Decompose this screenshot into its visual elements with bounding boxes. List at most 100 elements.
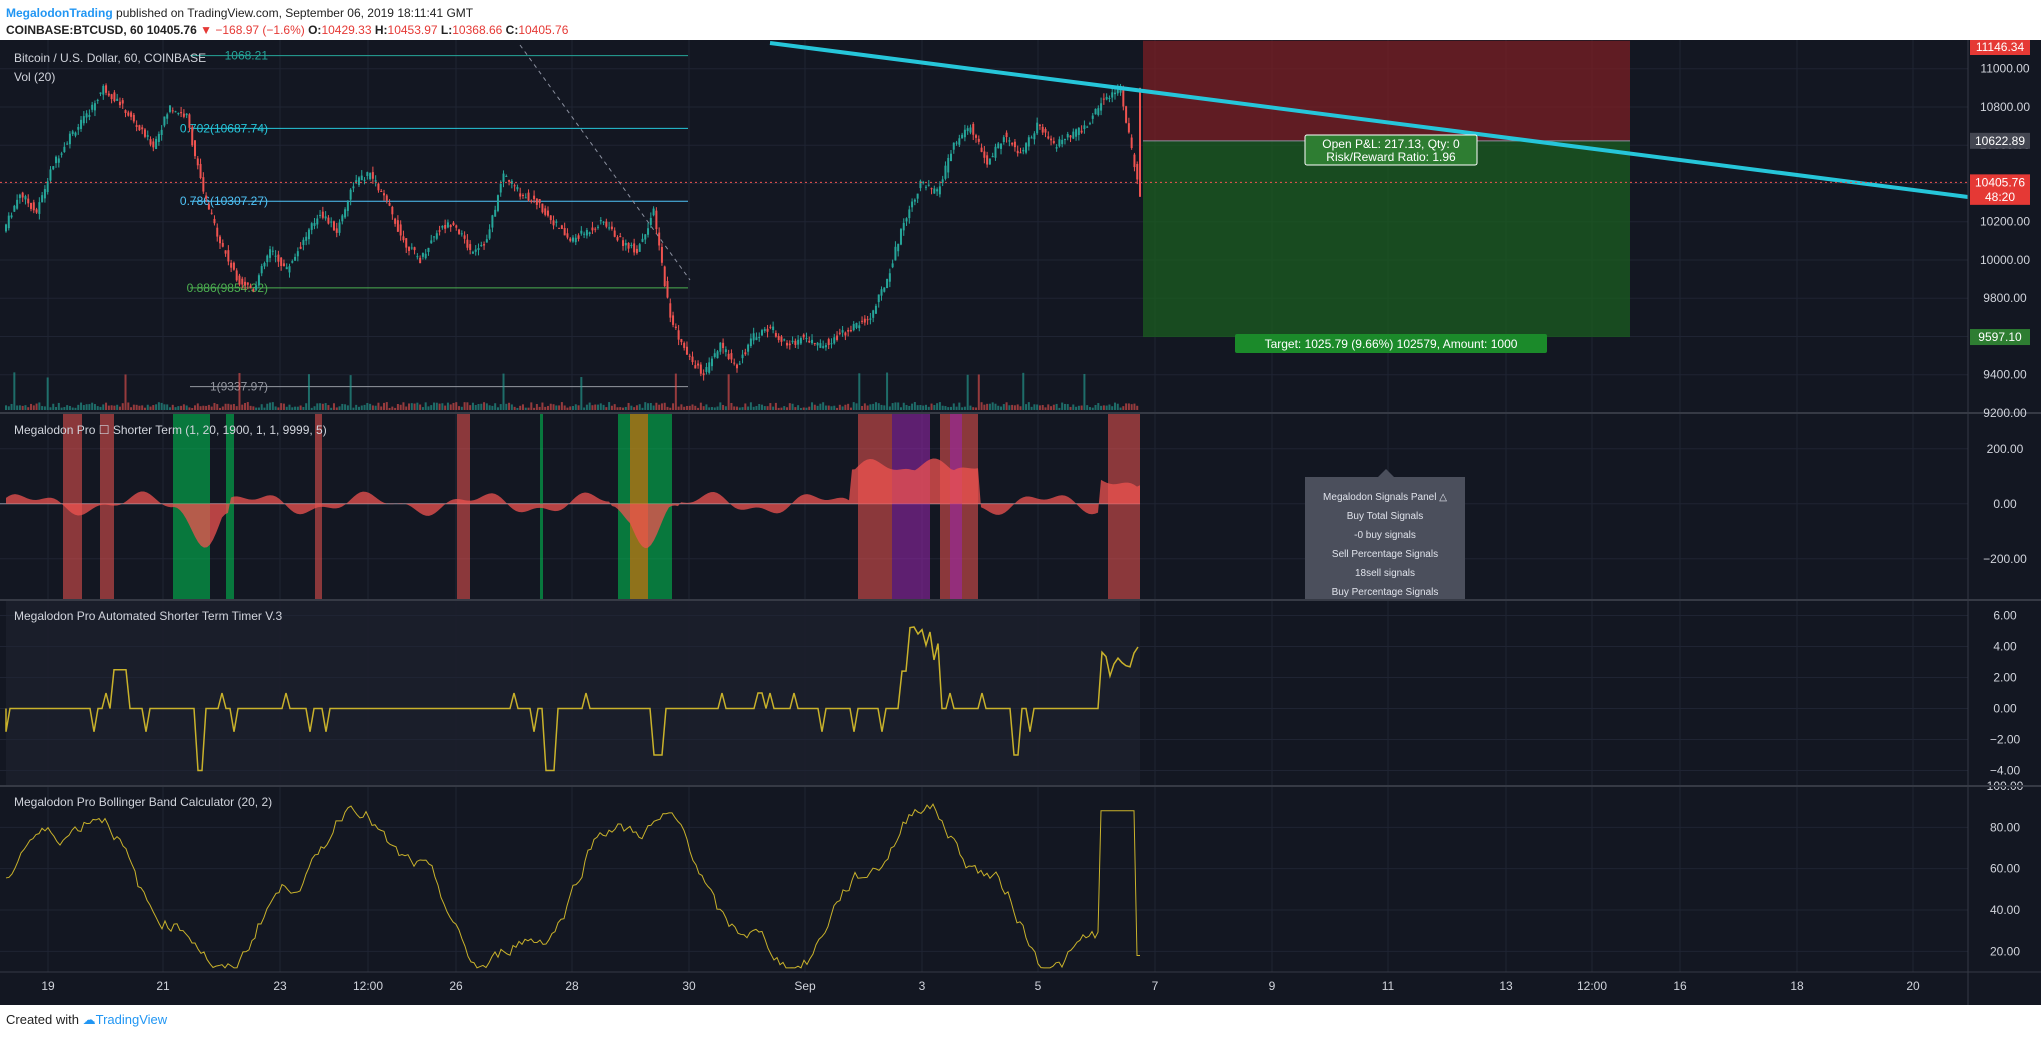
candle-body: [924, 186, 927, 188]
candle-body: [619, 236, 622, 238]
time-axis[interactable]: 19 21 23 12:00 26 28 30 Sep 3 5 7 9 11 13 12:00 16 18 20: [41, 979, 1920, 993]
candle-body: [513, 185, 516, 187]
volume-bar: [1116, 403, 1119, 410]
candle-body: [460, 233, 463, 235]
publisher-name[interactable]: MegalodonTrading: [6, 6, 113, 20]
candle-body: [858, 325, 861, 329]
volume-bar: [610, 405, 613, 410]
candle-body: [541, 203, 544, 213]
volume-bar: [519, 405, 522, 410]
change-text: −168.97 (−1.6%): [215, 23, 305, 37]
volume-bar: [510, 404, 513, 410]
volume-bar: [1030, 406, 1033, 410]
candle-body: [516, 187, 519, 190]
volume-bar: [569, 406, 572, 410]
volume-bar: [1052, 404, 1055, 410]
volume-bar: [1038, 405, 1041, 410]
candle-body: [1000, 143, 1003, 149]
volume-bar: [199, 406, 202, 410]
price-tag-text: 10622.89: [1975, 134, 2025, 148]
fib-level-label: 0.702(10687.74): [180, 121, 268, 135]
pnl-label[interactable]: Open P&L: 217.13, Qty: 0 Risk/Reward Rat…: [1304, 134, 1478, 166]
volume-bar: [1080, 405, 1083, 410]
ohlc-line: COINBASE:BTCUSD, 60 10405.76 ▼ −168.97 (…: [6, 23, 568, 37]
candle-body: [13, 205, 16, 212]
volume-bar: [1050, 406, 1053, 410]
candle-body: [499, 183, 502, 193]
candle-body: [722, 342, 725, 349]
candle-body: [916, 193, 919, 199]
candle-body: [786, 342, 789, 346]
volume-bar: [105, 402, 108, 410]
candle-body: [280, 257, 283, 266]
volume-bar: [1127, 403, 1130, 410]
candle-body: [213, 218, 216, 224]
volume-bar: [1125, 403, 1128, 410]
volume-bar: [458, 406, 461, 410]
candle-body: [430, 240, 433, 244]
candle-body: [274, 255, 277, 257]
volume-bar: [702, 406, 705, 410]
candle-body: [527, 192, 530, 201]
candle-body: [135, 125, 138, 127]
time-axis-label: 3: [919, 979, 926, 993]
chart-canvas[interactable]: 1068.210.702(10687.74)0.786(10307.27)0.8…: [0, 40, 2041, 1005]
time-axis-label: 12:00: [1577, 979, 1607, 993]
candle-body: [257, 275, 260, 286]
candle-body: [824, 345, 827, 348]
trendline[interactable]: [769, 41, 1969, 199]
signals-panel-box[interactable]: Megalodon Signals Panel △ Buy Total Sign…: [1305, 469, 1465, 599]
candle-body: [199, 163, 202, 178]
candle-body: [794, 340, 797, 345]
candle-body: [1016, 150, 1019, 154]
candle-body: [677, 330, 680, 340]
candle-body: [55, 156, 58, 164]
target-label[interactable]: Target: 1025.79 (9.66%) 102579, Amount: …: [1235, 334, 1547, 353]
candle-body: [891, 263, 894, 268]
candle-body: [719, 342, 722, 352]
candle-body: [733, 362, 736, 364]
timer-panel-title: Megalodon Pro Automated Shorter Term Tim…: [14, 609, 282, 623]
candle-body: [772, 326, 775, 331]
volume-bar: [874, 402, 877, 410]
candle-body: [666, 281, 669, 298]
candle-body: [816, 342, 819, 346]
volume-bar: [10, 403, 13, 410]
volume-bar: [155, 404, 158, 410]
bollinger-axis-label: 20.00: [1990, 944, 2020, 958]
volume-bar: [16, 405, 19, 410]
volume-bar: [27, 407, 30, 410]
volume-bar: [552, 404, 555, 410]
volume-bar: [672, 403, 675, 410]
volume-bar: [163, 404, 166, 410]
candle-body: [363, 179, 366, 181]
volume-bar: [30, 403, 33, 410]
candle-body: [369, 173, 372, 180]
volume-bar: [1000, 406, 1003, 410]
fib-trend-line[interactable]: [519, 44, 691, 281]
volume-bar: [616, 407, 619, 410]
candle-body: [177, 113, 180, 115]
candle-body: [7, 215, 10, 229]
volume-bar: [758, 404, 761, 410]
volume-bar: [352, 407, 355, 410]
candle-body: [855, 322, 858, 328]
profit-target-zone[interactable]: [1143, 140, 1630, 338]
time-axis-label: 23: [273, 979, 287, 993]
candle-body: [808, 340, 811, 343]
volume-bar: [627, 402, 630, 410]
candle-body: [155, 138, 158, 150]
time-axis-label: 28: [565, 979, 579, 993]
volume-bar: [1111, 406, 1114, 410]
volume-bar: [24, 405, 27, 410]
stop-loss-zone[interactable]: [1143, 40, 1630, 141]
volume-bar: [735, 406, 738, 410]
candle-body: [180, 112, 183, 114]
volume-bar: [405, 406, 408, 410]
volume-bar: [399, 404, 402, 410]
tradingview-brand[interactable]: TradingView: [95, 1012, 168, 1027]
candle-body: [335, 228, 338, 233]
candle-body: [216, 227, 219, 237]
candle-body: [597, 226, 600, 228]
volume-bar: [966, 374, 969, 410]
